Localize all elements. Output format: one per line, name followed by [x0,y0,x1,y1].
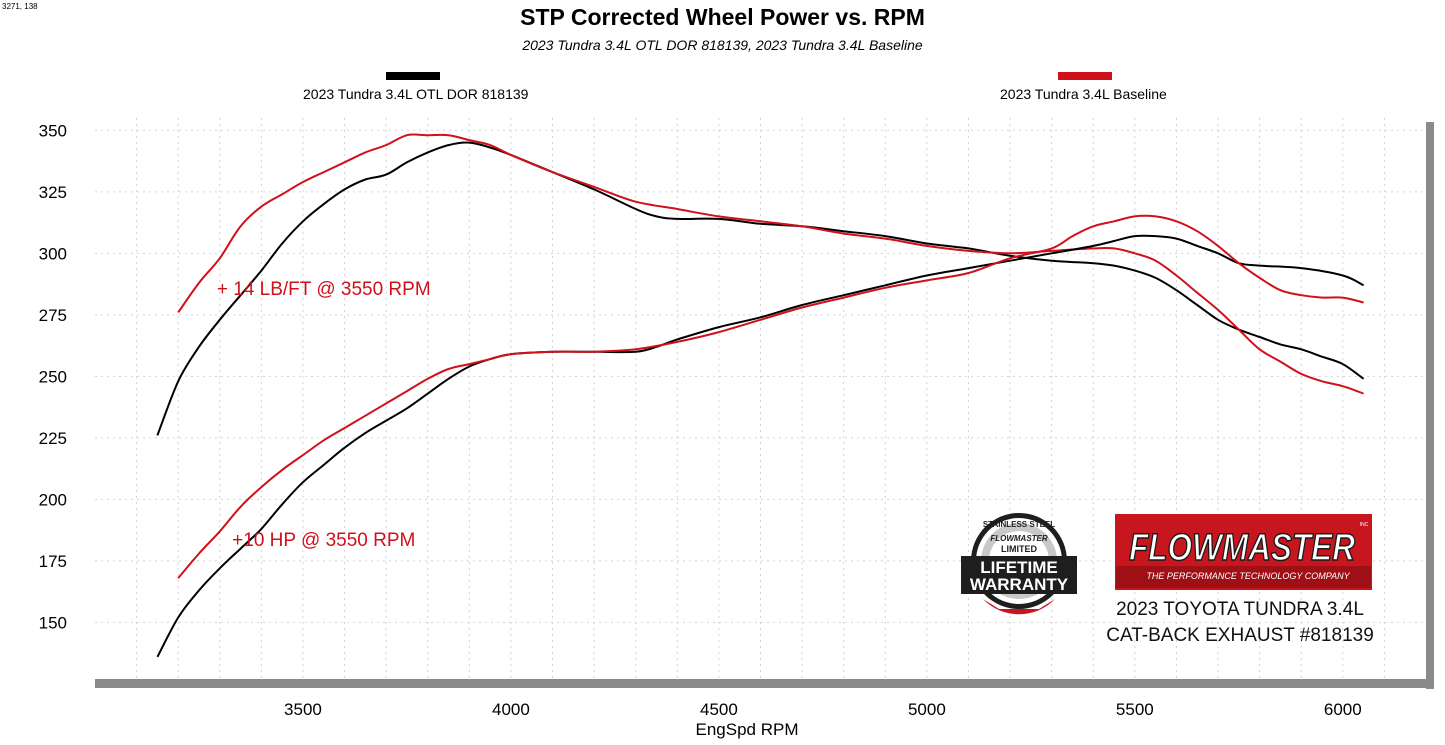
flowmaster-logo: FLOWMASTER INC THE PERFORMANCE TECHNOLOG… [1115,514,1372,590]
y-axis: 150 175 200 225 250 275 300 325 350 [39,121,67,632]
warranty-lifetime-text: LIFETIME [980,558,1057,577]
caption-line-2: CAT-BACK EXHAUST #818139 [1106,625,1374,646]
series-line-torque-otl [156,141,1365,436]
y-tick-label: 325 [39,183,67,202]
x-tick-label: 5500 [1116,700,1154,719]
flowmaster-inc: INC [1360,522,1369,528]
caption-line-1: 2023 TOYOTA TUNDRA 3.4L [1116,599,1364,620]
warranty-brand-text: FLOWMASTER [990,534,1048,543]
warranty-logo: STAINLESS STEEL FLOWMASTER LIMITED LIFET… [961,513,1077,615]
legend-swatch-black [386,72,440,80]
warranty-limited-text: LIMITED [1001,544,1037,554]
chart-subtitle: 2023 Tundra 3.4L OTL DOR 818139, 2023 Tu… [522,37,923,53]
legend-label-black: 2023 Tundra 3.4L OTL DOR 818139 [303,86,529,102]
warranty-warranty-text: WARRANTY [970,575,1069,594]
legend-label-red: 2023 Tundra 3.4L Baseline [1000,86,1167,102]
y-tick-label: 225 [39,429,67,448]
corner-readout: 3271, 138 [2,2,38,11]
series-line-horsepower-baseline [177,214,1364,579]
plot-shadow-right [1426,122,1434,689]
series-line-torque-baseline [177,133,1364,395]
y-tick-label: 150 [39,613,67,632]
y-tick-label: 300 [39,244,67,263]
annotation-label: +10 HP @ 3550 RPM [232,530,415,551]
x-tick-label: 4000 [492,700,530,719]
series-lines [156,133,1365,658]
flowmaster-tagline: THE PERFORMANCE TECHNOLOGY COMPANY [1146,571,1350,581]
y-tick-label: 350 [39,121,67,140]
x-axis: 3500 4000 4500 5000 5500 6000 [284,700,1362,719]
chart-title: STP Corrected Wheel Power vs. RPM [520,4,925,30]
y-tick-label: 250 [39,367,67,386]
y-tick-label: 275 [39,306,67,325]
annotations: + 14 LB/FT @ 3550 RPM +10 HP @ 3550 RPM [217,279,431,551]
legend-swatch-red [1058,72,1112,80]
plot-shadow-bottom [95,679,1434,688]
x-tick-label: 6000 [1324,700,1362,719]
x-tick-label: 3500 [284,700,322,719]
y-tick-label: 200 [39,490,67,509]
x-tick-label: 5000 [908,700,946,719]
x-axis-label: EngSpd RPM [696,720,799,739]
x-tick-label: 4500 [700,700,738,719]
annotation-label: + 14 LB/FT @ 3550 RPM [217,279,431,300]
flowmaster-name: FLOWMASTER [1129,527,1355,569]
y-tick-label: 175 [39,552,67,571]
warranty-arc-text: STAINLESS STEEL [983,520,1055,529]
